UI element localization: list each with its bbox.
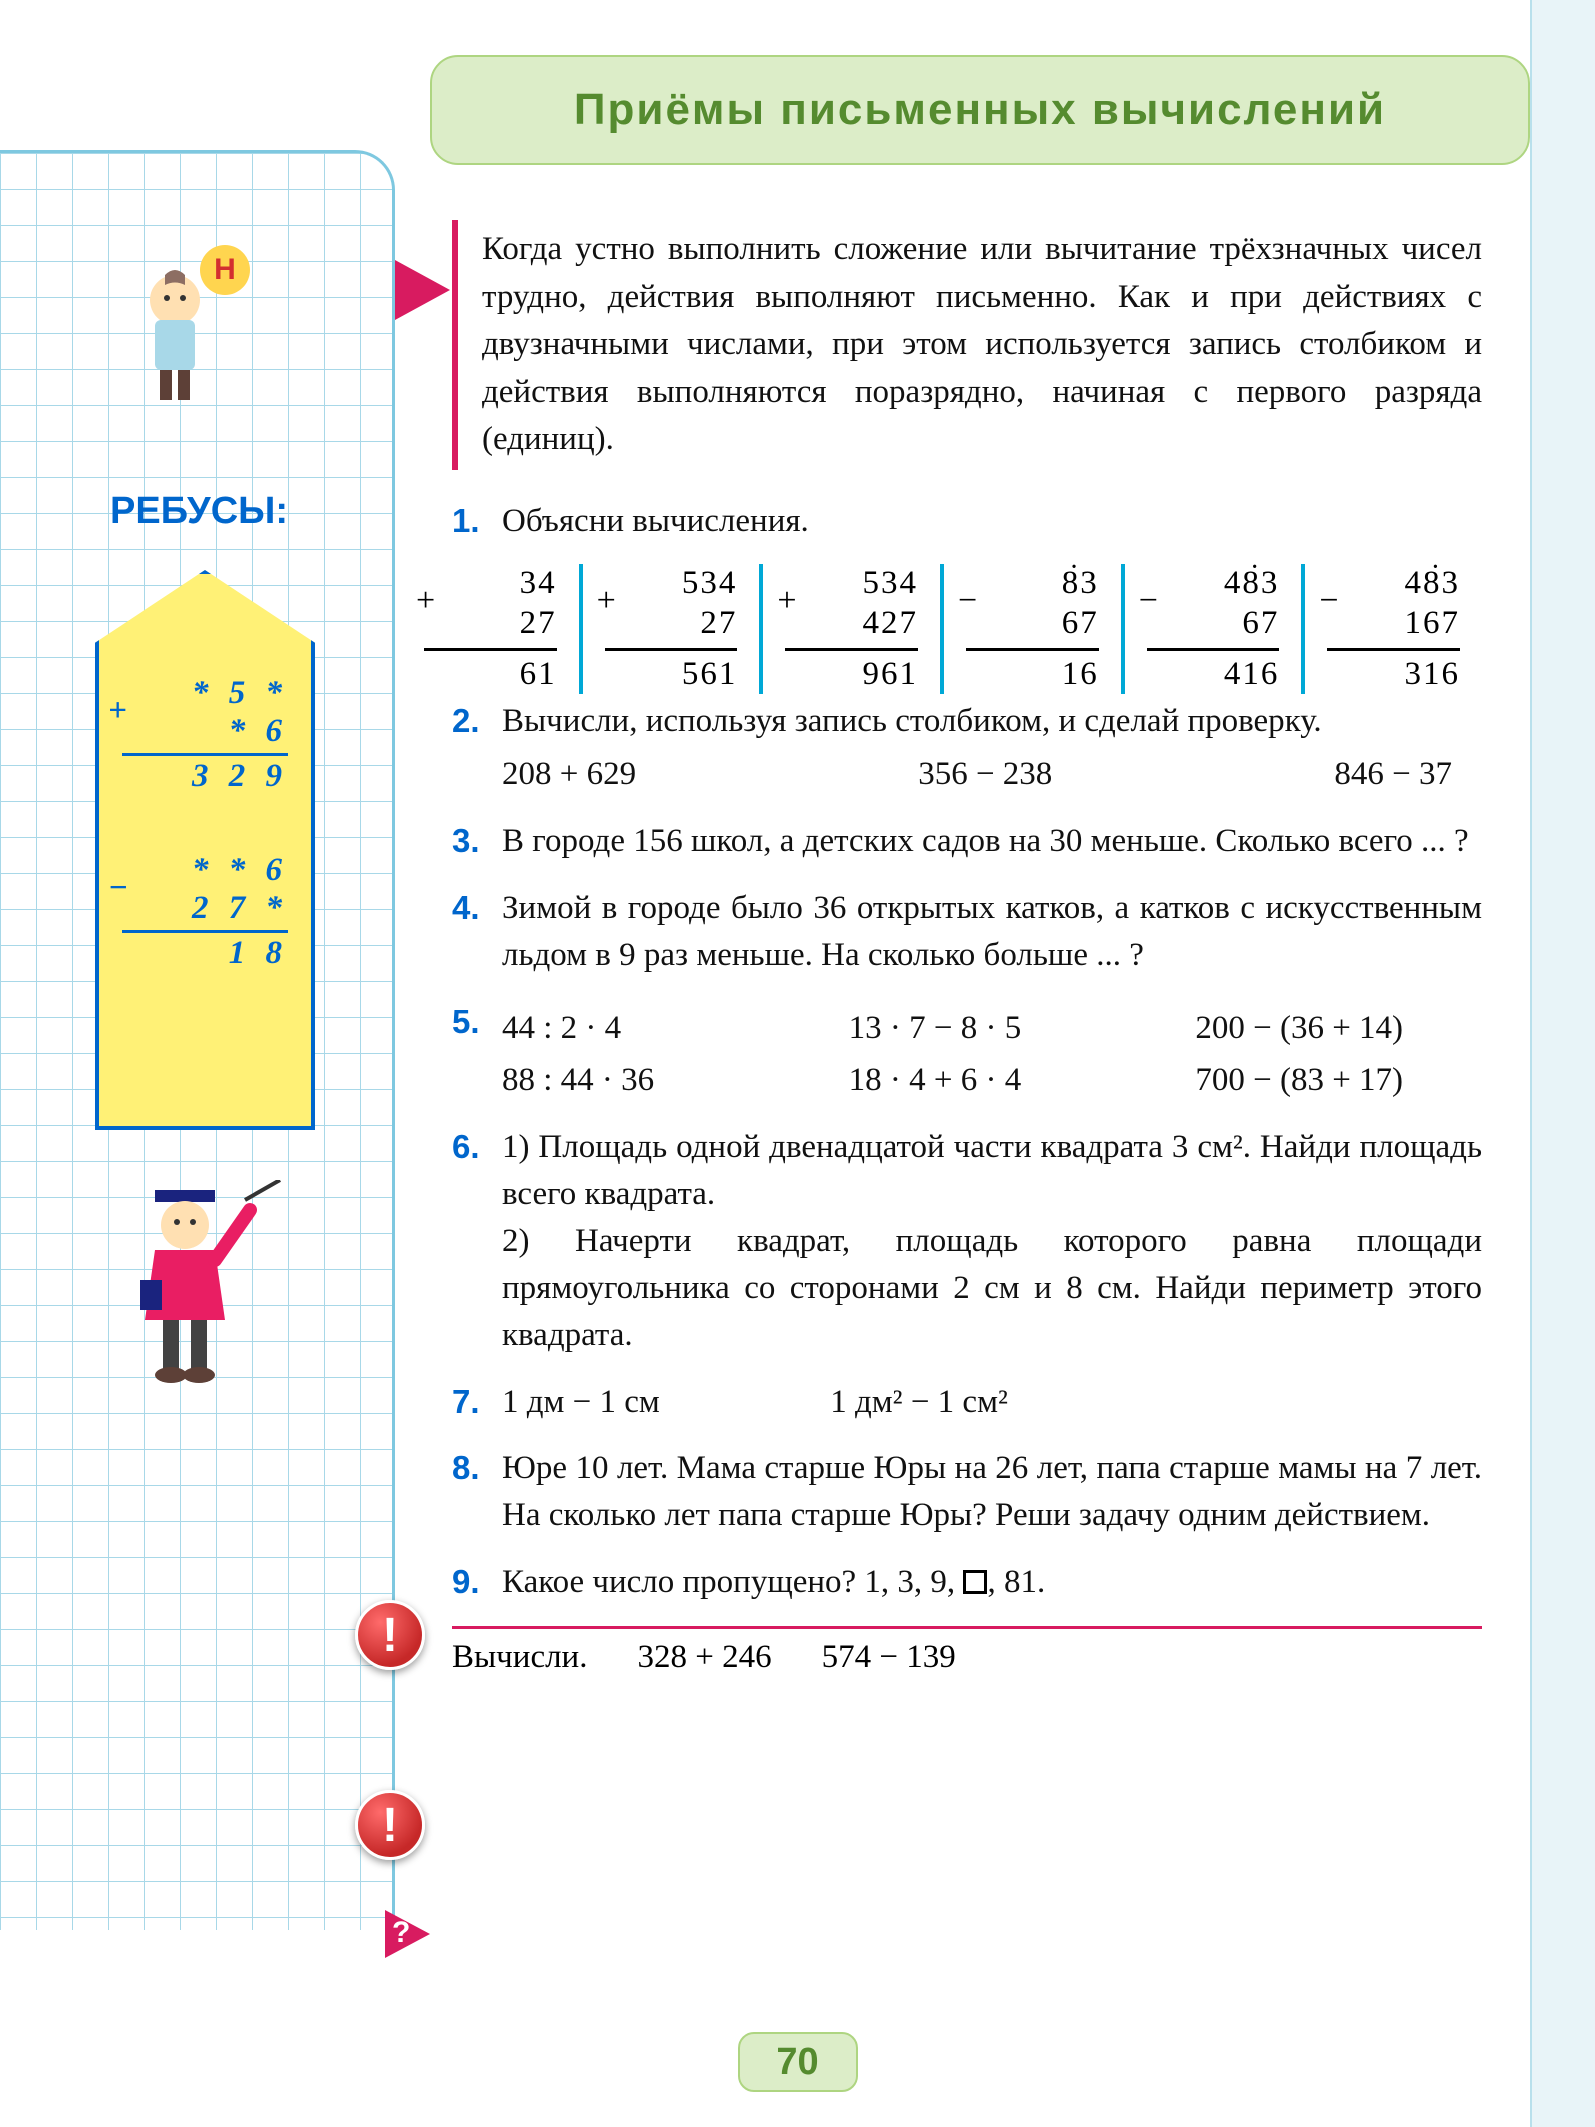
rebus-problems: + * 5 * * 6 3 2 9 − * * 6 2 7 * 1 8 [122, 675, 288, 973]
rebus-heading: РЕБУСЫ: [110, 490, 288, 533]
footer-exercise: Вычисли. 328 + 246 574 − 139 [452, 1639, 1482, 1676]
calculation-row: +342761+53427561+534427961·−836716·−4836… [402, 564, 1482, 694]
task-9: 9. Какое число пропущено? 1, 3, 9, , 81. [452, 1559, 1482, 1606]
pointer-icon [395, 260, 450, 320]
blank-square-icon [963, 1570, 987, 1594]
task-3: 3. В городе 156 школ, а детских садов на… [452, 818, 1482, 865]
task-6: 6. 1) Площадь одной двенадцатой части кв… [452, 1124, 1482, 1358]
teacher-character-icon [105, 1180, 285, 1400]
main-content: Когда устно выполнить сложение или вычит… [452, 220, 1482, 1676]
column-calculation: ·−483167316 [1305, 564, 1482, 694]
question-icon [385, 1910, 430, 1958]
column-calculation: ·−836716 [944, 564, 1125, 694]
right-margin [1530, 0, 1595, 2127]
task-8: 8. Юре 10 лет. Мама старше Юры на 26 лет… [452, 1445, 1482, 1539]
task-5: 5. 44 : 2 · 4 13 · 7 − 8 · 5 200 − (36 +… [452, 999, 1482, 1105]
page-number: 70 [738, 2032, 858, 2092]
column-calculation: +53427561 [583, 564, 764, 694]
task-2: 2. Вычисли, используя запись столбиком, … [452, 698, 1482, 798]
column-calculation: ·−48367416 [1125, 564, 1306, 694]
page-header: Приёмы письменных вычислений [430, 55, 1530, 165]
attention-icon: ! [355, 1600, 425, 1670]
column-calculation: +342761 [402, 564, 583, 694]
column-calculation: +534427961 [763, 564, 944, 694]
boy-character-icon [115, 260, 235, 410]
attention-icon: ! [355, 1790, 425, 1860]
task-4: 4. Зимой в городе было 36 открытых катко… [452, 885, 1482, 979]
task-7: 7. 1 дм − 1 см 1 дм² − 1 см² [452, 1379, 1482, 1426]
footer-divider [452, 1626, 1482, 1629]
intro-box: Когда устно выполнить сложение или вычит… [452, 220, 1482, 470]
intro-text: Когда устно выполнить сложение или вычит… [482, 226, 1482, 464]
page-title: Приёмы письменных вычислений [574, 85, 1386, 135]
task-1: 1. Объясни вычисления. [452, 498, 1482, 545]
